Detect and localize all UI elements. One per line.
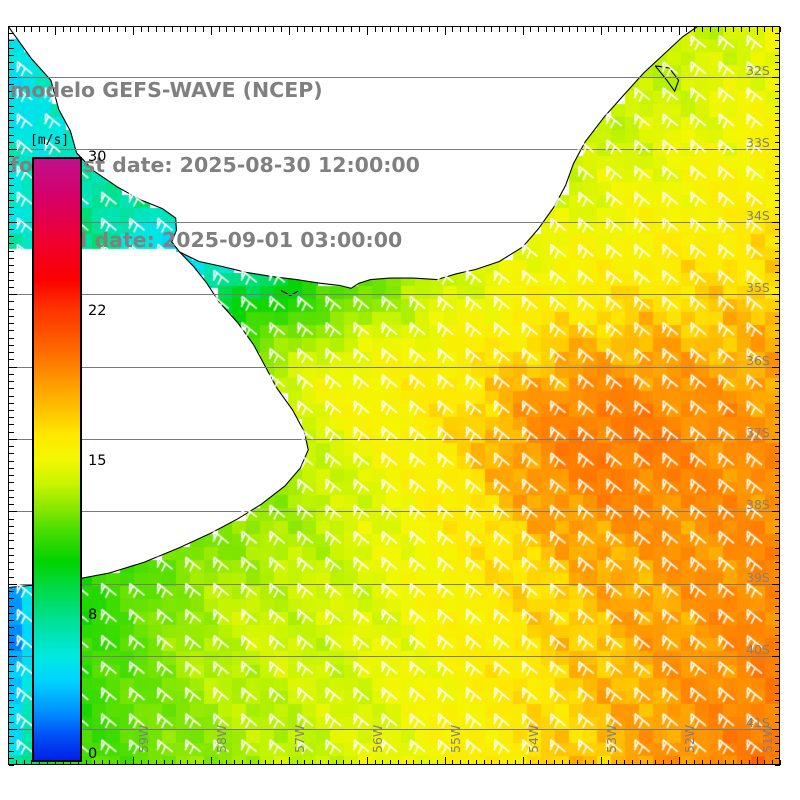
title-line-forecast: forecast date: 2025-08-30 12:00:00 [10,153,420,177]
lat-label-35s: 35S [746,280,770,296]
lat-label-39s: 39S [746,569,770,585]
wind-barbs [8,26,780,765]
lon-label-54w: 54W [525,724,541,753]
colorbar-tick-30: 30 [88,149,107,165]
lat-label-34s: 34S [746,207,770,223]
colorbar-tick-8: 8 [88,607,98,623]
colorbar-gradient [32,157,82,762]
lon-label-53w: 53W [603,724,619,753]
lon-label-56w: 56W [369,724,385,753]
lon-label-59w: 59W [135,724,151,753]
colorbar-tick-15: 15 [88,453,107,469]
lon-label-57w: 57W [291,724,307,753]
lat-label-36s: 36S [746,352,770,368]
lat-label-40s: 40S [746,642,770,658]
page-title: modelo GEFS-WAVE (NCEP) forecast date: 2… [10,28,420,303]
lon-label-52w: 52W [681,724,697,753]
colorbar[interactable] [32,157,82,762]
lat-label-33s: 33S [746,135,770,151]
lon-label-58w: 58W [213,724,229,753]
lat-label-32s: 32S [746,62,770,78]
map-plot-area[interactable] [8,26,780,765]
lat-label-41s: 41S [746,714,770,730]
colorbar-unit-label: [m/s] [30,133,70,148]
lat-label-37s: 37S [746,424,770,440]
title-line-model: modelo GEFS-WAVE (NCEP) [10,78,323,102]
lon-label-51w: 51W [759,724,775,753]
lon-label-55w: 55W [447,724,463,753]
colorbar-tick-22: 22 [88,303,107,319]
colorbar-tick-0: 0 [88,746,98,762]
lat-label-38s: 38S [746,497,770,513]
